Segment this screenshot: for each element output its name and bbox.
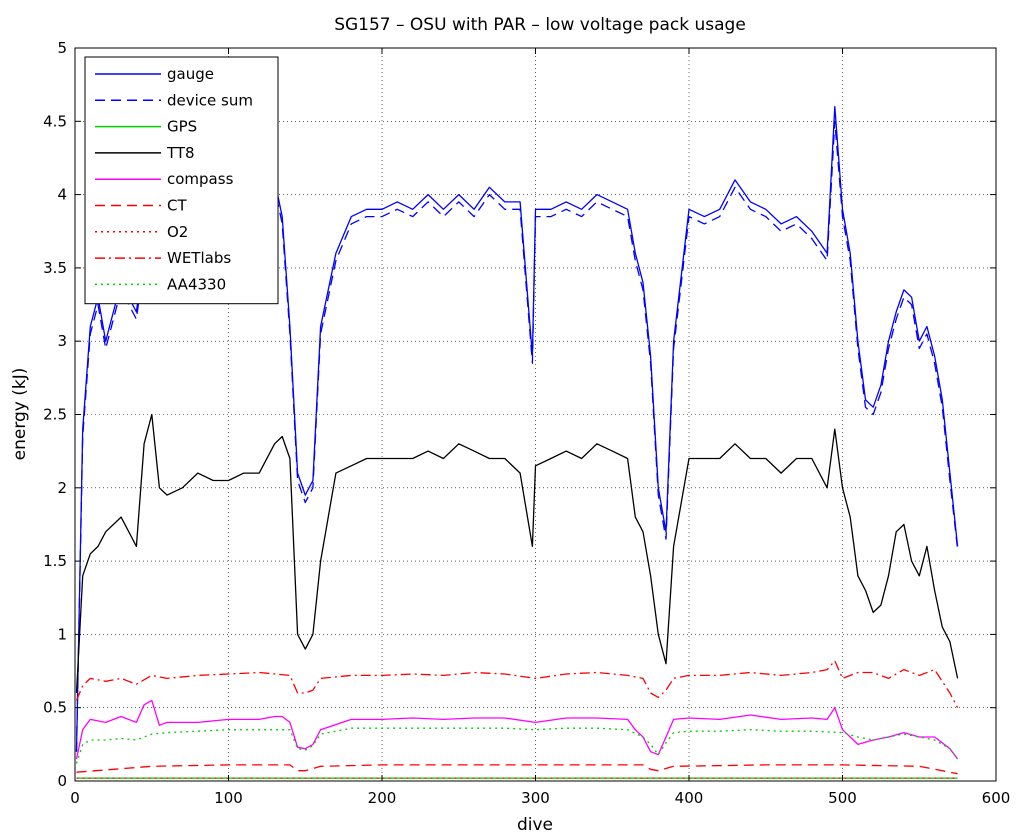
legend-label: AA4330: [167, 275, 226, 293]
y-tick-label: 0: [57, 772, 67, 790]
x-tick-label: 600: [982, 789, 1011, 807]
series-line-aa4330: [75, 727, 959, 764]
legend-label: compass: [167, 170, 234, 188]
x-tick-label: 300: [521, 789, 550, 807]
y-tick-label: 1.5: [43, 552, 67, 570]
legend-box: [84, 56, 279, 305]
x-tick-label: 500: [828, 789, 857, 807]
x-tick-label: 400: [675, 789, 704, 807]
y-tick-label: 3.5: [43, 259, 67, 277]
x-tick-label: 100: [214, 789, 243, 807]
chart-title: SG157 – OSU with PAR – low voltage pack …: [334, 15, 746, 35]
legend-label: WETlabs: [167, 249, 231, 267]
y-tick-label: 1: [57, 625, 67, 643]
y-tick-label: 4.5: [43, 112, 67, 130]
series-line-ct: [76, 764, 958, 775]
legend-label: gauge: [167, 65, 214, 83]
series-line-tt8: [75, 413, 959, 694]
legend-label: GPS: [167, 118, 197, 136]
legend-label: TT8: [166, 144, 195, 162]
series-line-wetlabs: [75, 660, 959, 709]
y-tick-label: 2: [57, 479, 67, 497]
legend-label: CT: [167, 197, 187, 215]
y-tick-label: 3: [57, 332, 67, 350]
y-tick-label: 5: [57, 39, 67, 57]
series-line-compass: [75, 699, 959, 760]
legend-label: O2: [167, 223, 188, 241]
y-tick-label: 4: [57, 186, 67, 204]
x-axis-label: dive: [517, 815, 553, 835]
y-axis-label: energy (kJ): [10, 368, 30, 461]
legend: gauge device sum GPS TT8 compass CT O2 WETlabs A…: [84, 56, 279, 305]
grid-lines: [75, 48, 996, 781]
x-tick-label: 0: [70, 789, 80, 807]
legend-label: device sum: [167, 91, 253, 109]
y-tick-label: 0.5: [43, 699, 67, 717]
y-tick-label: 2.5: [43, 406, 67, 424]
axis-ticks: 0 100 200 300 400 500 600 0 0.5 1 1.5 2 2.5 3 3.5 4 4.5 5: [43, 39, 1010, 807]
x-tick-label: 200: [368, 789, 397, 807]
